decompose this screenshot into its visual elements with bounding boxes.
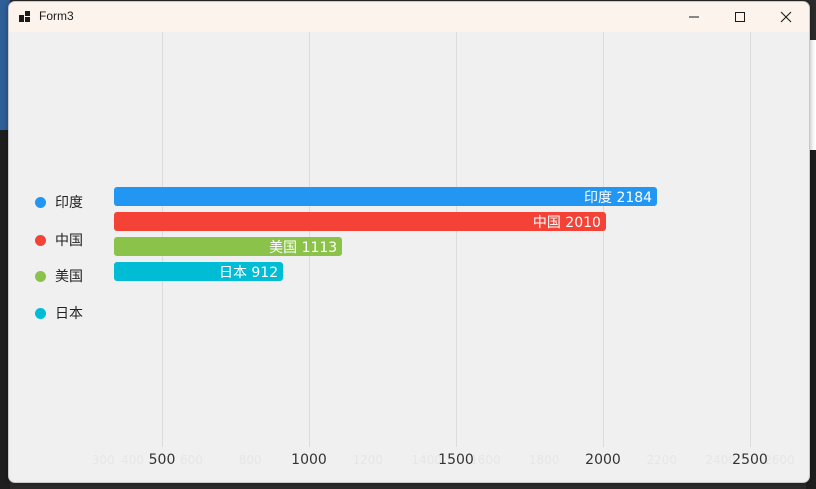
ghost-tick-label: 1600 — [470, 453, 501, 467]
ghost-tick-label: 1400 — [411, 453, 442, 467]
minimize-icon — [689, 16, 699, 18]
gridline — [603, 32, 604, 447]
legend-label: 日本 — [55, 306, 83, 322]
desktop-background-left — [0, 0, 10, 130]
title-bar[interactable]: Form3 — [9, 2, 809, 32]
bar[interactable]: 日本 912 — [114, 262, 284, 281]
legend-dot-icon — [35, 234, 46, 246]
legend-label: 印度 — [55, 195, 83, 211]
maximize-button[interactable] — [717, 2, 763, 32]
bar-data-label: 美国 1113 — [269, 239, 338, 256]
ghost-tick-label: 800 — [238, 453, 262, 467]
bar[interactable]: 中国 2010 — [114, 212, 606, 231]
desktop-background-right-dark — [806, 150, 816, 489]
ghost-tick-label: 1200 — [352, 453, 384, 467]
x-tick-label: 1000 — [291, 452, 327, 468]
x-tick-label: 2000 — [585, 452, 621, 468]
form-window: Form3 300 400 600 800 1200 1400 1600 1800 2200 24… — [8, 1, 810, 483]
legend-item[interactable]: 中国 — [35, 230, 83, 250]
bar-data-label: 印度 2184 — [584, 189, 653, 206]
legend-dot-icon — [35, 307, 46, 319]
ghost-tick-label: 400 — [121, 453, 145, 467]
gridline — [456, 32, 457, 447]
gridline — [750, 32, 751, 447]
legend-label: 美国 — [55, 269, 83, 285]
ghost-tick-label: 1800 — [528, 453, 560, 467]
ghost-tick-label: 300 — [91, 453, 115, 467]
legend-dot-icon — [35, 196, 46, 208]
minimize-button[interactable] — [671, 2, 717, 32]
bar-chart: 300 400 600 800 1200 1400 1600 1800 2200 2400 2600… — [9, 32, 809, 482]
bar-data-label: 日本 912 — [218, 264, 279, 281]
windows-form-icon — [19, 11, 30, 22]
desktop-background-right — [806, 40, 816, 150]
legend-item[interactable]: 印度 — [35, 192, 83, 212]
close-icon — [780, 11, 792, 23]
legend-item[interactable]: 日本 — [35, 303, 83, 323]
x-tick-label: 1500 — [438, 452, 474, 468]
window-title: Form3 — [39, 9, 74, 23]
ghost-tick-label: 600 — [179, 453, 203, 467]
close-button[interactable] — [763, 2, 809, 32]
x-tick-label: 2500 — [732, 452, 768, 468]
ghost-tick-label: 2600 — [764, 453, 795, 467]
legend-dot-icon — [35, 270, 46, 282]
legend-item[interactable]: 美国 — [35, 266, 83, 286]
legend-label: 中国 — [55, 233, 83, 249]
bar-data-label: 中国 2010 — [532, 214, 601, 231]
x-tick-label: 500 — [148, 452, 176, 468]
desktop-background-left-dark — [0, 130, 10, 489]
bar[interactable]: 美国 1113 — [114, 237, 343, 256]
bar[interactable]: 印度 2184 — [114, 187, 658, 206]
ghost-tick-label: 2200 — [646, 453, 678, 467]
maximize-icon — [735, 12, 745, 22]
ghost-tick-label: 2400 — [705, 453, 736, 467]
